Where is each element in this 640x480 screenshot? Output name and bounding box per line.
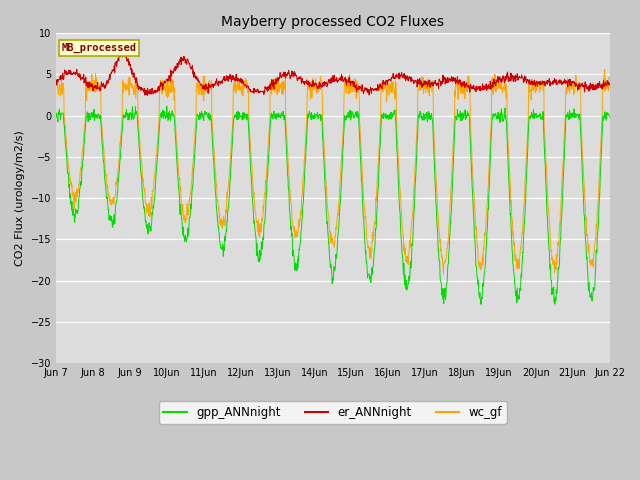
Legend: gpp_ANNnight, er_ANNnight, wc_gf: gpp_ANNnight, er_ANNnight, wc_gf (159, 401, 507, 423)
Y-axis label: CO2 Flux (urology/m2/s): CO2 Flux (urology/m2/s) (15, 130, 25, 266)
Text: MB_processed: MB_processed (61, 43, 136, 53)
Title: Mayberry processed CO2 Fluxes: Mayberry processed CO2 Fluxes (221, 15, 444, 29)
